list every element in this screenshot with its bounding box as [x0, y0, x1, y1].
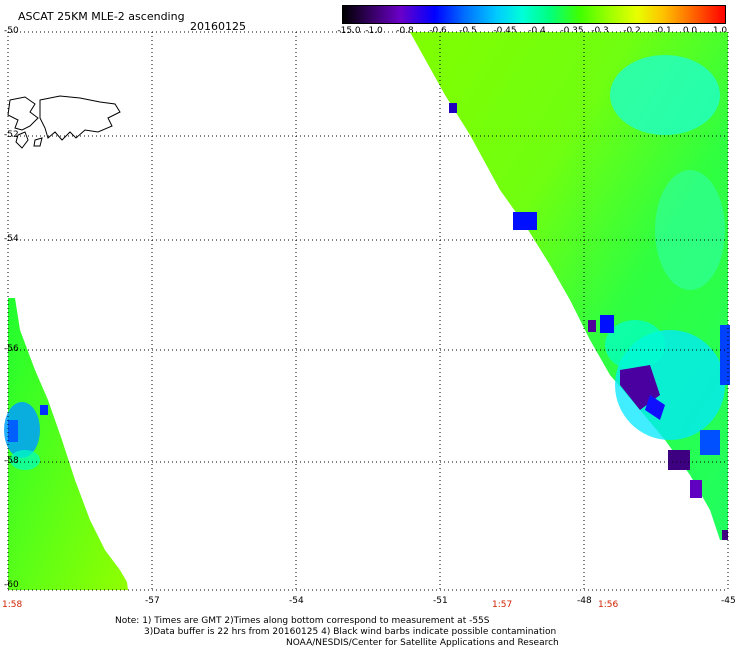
- time-label: 1:57: [492, 600, 513, 610]
- blue-patch: [8, 420, 18, 442]
- blue-patch: [600, 315, 614, 333]
- lon-label: -57: [145, 596, 160, 606]
- lat-label: -56: [4, 344, 19, 354]
- colorbar-label: -0.35: [560, 26, 584, 36]
- footer-note-2: 3)Data buffer is 22 hrs from 20160125 4)…: [144, 627, 557, 637]
- blue-patch: [720, 325, 730, 385]
- colorbar-label: -0.1: [654, 26, 672, 36]
- purple-patch: [588, 320, 596, 332]
- purple-patch: [722, 530, 728, 540]
- scatterometer-swath-west: [8, 298, 128, 590]
- colorbar-label: -0.4: [528, 26, 546, 36]
- colorbar-label: 0.0: [682, 26, 698, 36]
- purple-patch: [690, 480, 702, 498]
- cyan-region: [610, 55, 720, 135]
- colorbar-label: -0.3: [591, 26, 609, 36]
- lat-label: -50: [4, 26, 19, 36]
- colorbar-label: -0.6: [429, 26, 447, 36]
- time-label: 1:56: [598, 600, 619, 610]
- lat-label: -52: [4, 130, 19, 140]
- footer-credit: NOAA/NESDIS/Center for Satellite Applica…: [286, 638, 559, 648]
- blue-patch: [40, 405, 48, 415]
- blue-patch: [4, 402, 40, 458]
- product-title: ASCAT 25KM MLE-2 ascending: [18, 10, 185, 23]
- lon-label: -48: [577, 596, 592, 606]
- blue-patch: [645, 395, 665, 420]
- footer-note-1: Note: 1) Times are GMT 2)Times along bot…: [115, 616, 490, 626]
- colorbar-label: 1.0: [712, 26, 728, 36]
- lat-label: -54: [4, 234, 19, 244]
- falkland-islands-outline: [7, 95, 121, 149]
- cyan-region: [655, 170, 725, 290]
- lat-label: -58: [4, 456, 19, 466]
- cyan-region: [605, 320, 665, 370]
- lon-label: -45: [721, 596, 736, 606]
- color-scale-bar: [342, 5, 726, 24]
- wind-map: [4, 31, 730, 591]
- colorbar-label: -0.2: [623, 26, 641, 36]
- colorbar-label: -1.0: [365, 26, 383, 36]
- colorbar-label: -0.8: [396, 26, 414, 36]
- blue-patch: [513, 212, 537, 230]
- colorbar-label: -0.5: [459, 26, 477, 36]
- product-date: 20160125: [190, 20, 246, 33]
- colorbar-label: -0.45: [493, 26, 517, 36]
- lat-label: -60: [4, 580, 19, 590]
- lon-label: -51: [433, 596, 448, 606]
- blue-patch: [700, 430, 720, 455]
- map-grid: [7, 31, 729, 591]
- purple-patch: [668, 450, 690, 470]
- purple-patch: [449, 103, 457, 113]
- colorbar-label: -15.0: [337, 26, 361, 36]
- cyan-region: [10, 450, 40, 470]
- time-label: 1:58: [2, 600, 23, 610]
- lon-label: -54: [289, 596, 304, 606]
